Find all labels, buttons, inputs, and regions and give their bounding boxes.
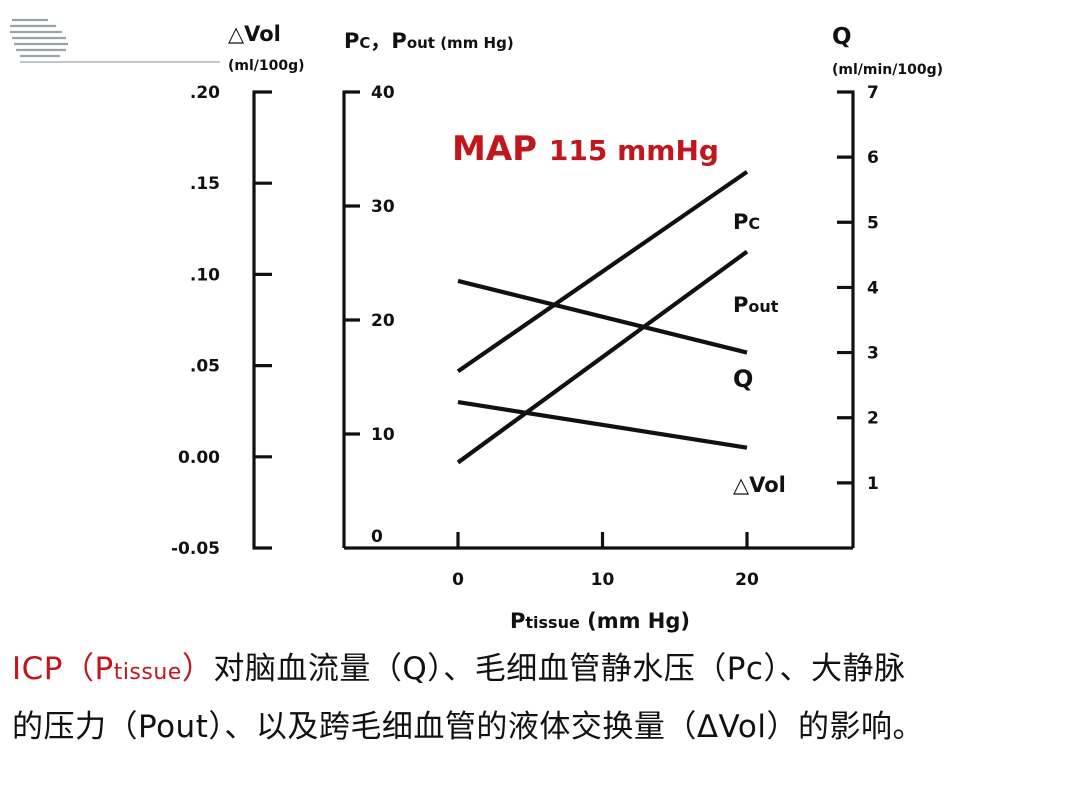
axes: .20.15.10.050.00-0.05△Vol(ml/100g)403020… xyxy=(171,22,943,633)
x-tick-label: 20 xyxy=(735,570,759,590)
dvol-tick-label: -0.05 xyxy=(171,539,220,559)
dvol-tick-label: .15 xyxy=(190,174,220,194)
series-label-Pc: PC xyxy=(733,210,760,234)
x-axis-title-part: P xyxy=(510,609,525,633)
series-label-Pc-part: C xyxy=(748,214,760,233)
dvol-tick-label: .10 xyxy=(190,265,220,285)
dvol-tick-label: 0.00 xyxy=(178,448,220,468)
series-line-Pc xyxy=(456,170,749,374)
pressure-axis-title: PC，Pout (mm Hg) xyxy=(344,29,514,53)
pressure-tick-label: 30 xyxy=(371,197,395,217)
pressure-tick-label: 10 xyxy=(371,425,395,445)
caption-line-2: 的压力（Pout）、以及跨毛细血管的液体交换量（ΔVol）的影响。 xyxy=(12,709,924,745)
flow-tick-label: 4 xyxy=(867,278,879,298)
x-axis-title: Ptissue (mm Hg) xyxy=(510,609,690,633)
flow-tick-label: 7 xyxy=(867,83,879,103)
pressure-tick-label: 0 xyxy=(371,527,383,547)
flow-tick-label: 2 xyxy=(867,409,879,429)
map-annotation-part: MAP xyxy=(452,129,549,169)
series-label-△Vol-part: △Vol xyxy=(733,473,786,497)
pressure-tick-label: 40 xyxy=(371,83,395,103)
x-axis-title-part: tissue xyxy=(525,613,580,632)
chart: .20.15.10.050.00-0.05△Vol(ml/100g)403020… xyxy=(10,18,943,633)
flow-tick-label: 1 xyxy=(867,474,879,494)
flow-tick-label: 5 xyxy=(867,213,879,233)
pressure-tick-label: 20 xyxy=(371,311,395,331)
caption-icp: ICP（Ptissue） xyxy=(12,651,214,687)
dvol-tick-label: .20 xyxy=(190,83,220,103)
series-label-Pout-part: out xyxy=(748,297,778,316)
series-label-△Vol: △Vol xyxy=(733,473,786,497)
flow-axis-unit: (ml/min/100g) xyxy=(832,62,943,78)
series-line-Q xyxy=(457,278,748,355)
caption-line-1: ICP（Ptissue）对脑血流量（Q）、毛细血管静水压（Pc）、大静脉 xyxy=(12,651,906,687)
dvol-tick-label: .05 xyxy=(190,357,220,377)
series-lines xyxy=(456,170,749,465)
map-annotation-part: 115 mmHg xyxy=(549,134,719,167)
x-tick-label: 10 xyxy=(591,570,615,590)
pressure-axis-title-part: P xyxy=(391,29,406,53)
flow-tick-label: 3 xyxy=(867,344,879,364)
dvol-axis-unit: (ml/100g) xyxy=(228,58,305,74)
pressure-axis-title-part: (mm Hg) xyxy=(435,34,514,52)
flow-tick-label: 6 xyxy=(867,148,879,168)
logo-icon xyxy=(10,18,220,63)
series-line-Pout xyxy=(456,249,749,465)
figure-caption: ICP（Ptissue）对脑血流量（Q）、毛细血管静水压（Pc）、大静脉 的压力… xyxy=(12,642,1072,754)
pressure-axis-title-part: out xyxy=(407,34,435,52)
series-label-Pc-part: P xyxy=(733,210,748,234)
dvol-axis-title: △Vol xyxy=(228,22,281,46)
series-label-Q-part: Q xyxy=(733,365,753,393)
pressure-axis-title-part: P xyxy=(344,29,359,53)
flow-axis-title: Q xyxy=(832,24,852,50)
x-tick-label: 0 xyxy=(452,570,464,590)
series-label-Pout: Pout xyxy=(733,293,779,317)
series-line-△Vol xyxy=(457,400,748,450)
series-label-Pout-part: P xyxy=(733,293,748,317)
pressure-axis-title-part: ， xyxy=(370,29,391,53)
series-label-Q: Q xyxy=(733,365,753,393)
map-annotation: MAP 115 mmHg xyxy=(452,129,719,169)
x-axis-title-part: (mm Hg) xyxy=(580,609,690,633)
pressure-axis-title-part: C xyxy=(359,34,370,52)
